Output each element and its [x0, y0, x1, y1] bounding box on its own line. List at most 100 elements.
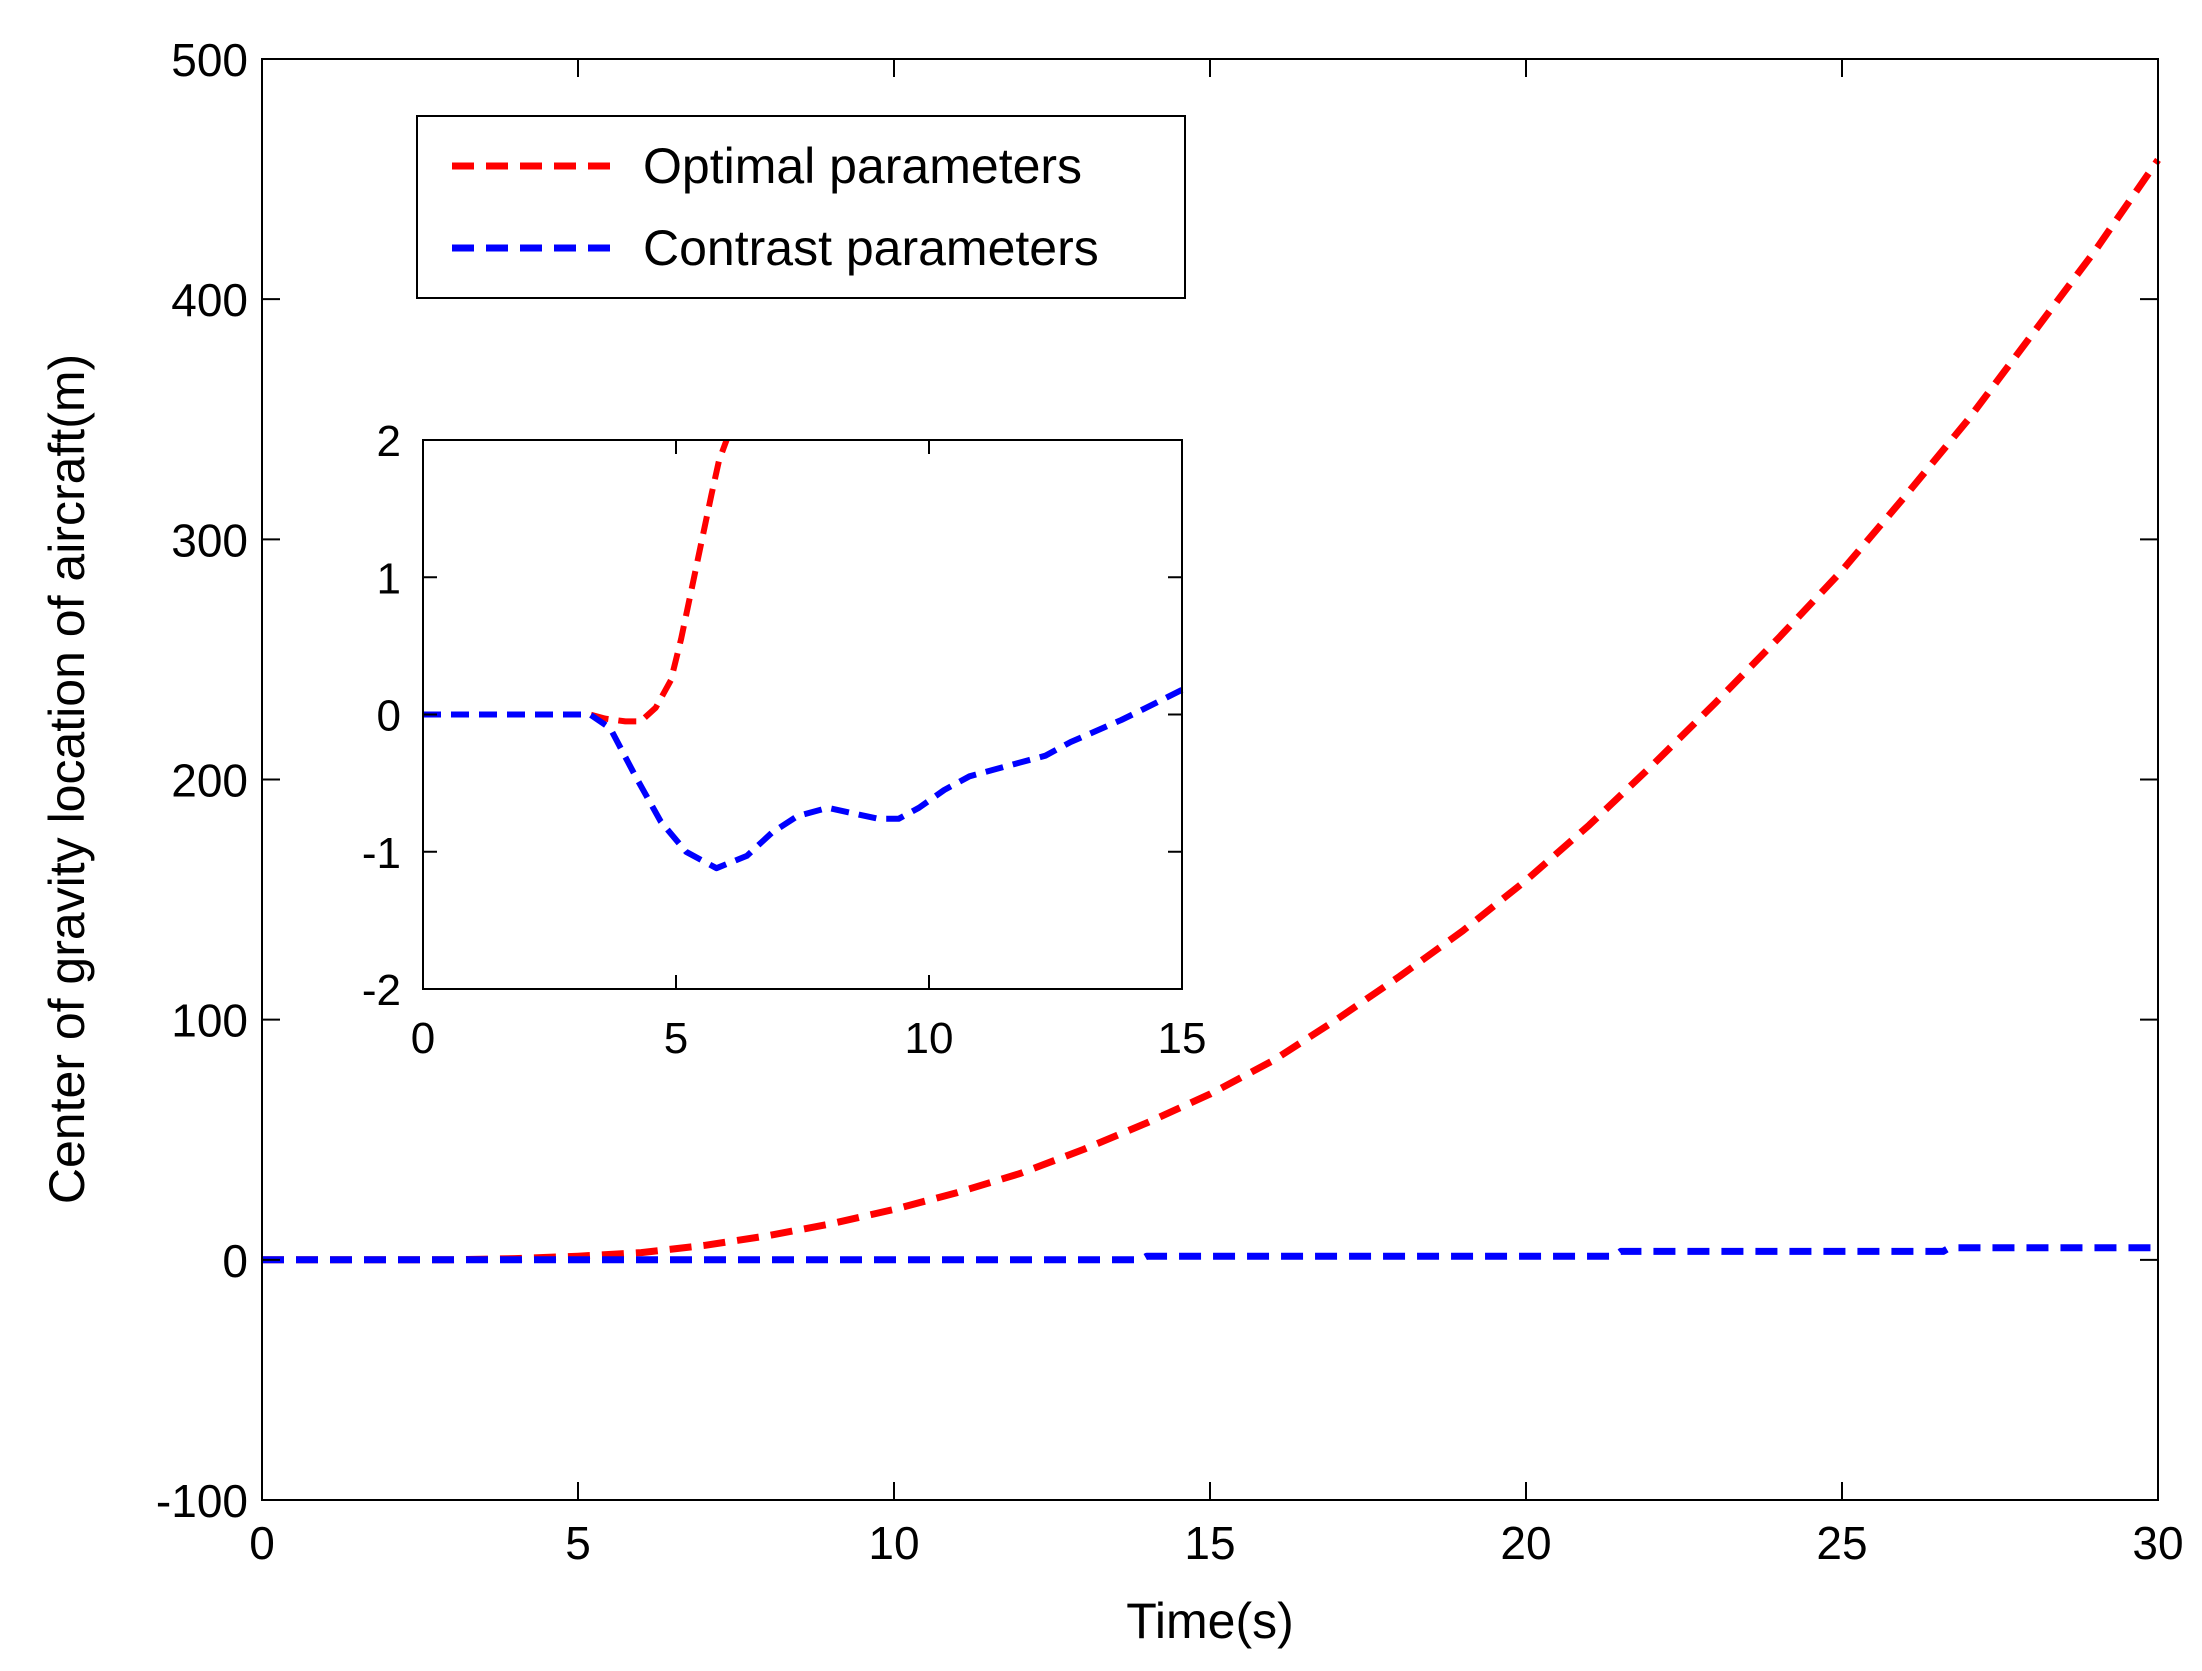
inset-point-contrast-parameters-1: [590, 714, 591, 715]
main-ytick-label: 200: [171, 755, 248, 807]
inset-point-contrast-parameters-2: [610, 728, 611, 729]
inset-point-contrast-parameters-13: [898, 818, 899, 819]
inset-point-optimal-parameters-6: [670, 680, 671, 681]
inset-point-contrast-parameters-7: [746, 855, 747, 856]
inset-series-contrast-parameters: [423, 687, 1184, 872]
main-line-optimal-parameters: [262, 157, 2161, 1264]
inset-xtick-label: 0: [411, 1014, 435, 1063]
main-xtick-label: 30: [2132, 1517, 2183, 1569]
main-point-contrast-parameters-4: [1620, 1251, 1621, 1252]
x-axis-label: Time(s): [1126, 1593, 1294, 1649]
main-point-optimal-parameters-13: [1210, 1094, 1211, 1095]
main-point-contrast-parameters-2: [1146, 1256, 1147, 1257]
main-xtick-label: 10: [868, 1517, 919, 1569]
inset-series-optimal-parameters: [423, 438, 730, 725]
main-point-optimal-parameters-23: [1842, 570, 1843, 571]
main-point-optimal-parameters-26: [2031, 335, 2032, 336]
main-point-contrast-parameters-1: [1140, 1259, 1141, 1260]
main-point-optimal-parameters-10: [1020, 1173, 1021, 1174]
main-ytick-label: 500: [171, 34, 248, 86]
main-point-optimal-parameters-5: [704, 1245, 705, 1246]
main-point-optimal-parameters-18: [1526, 880, 1527, 881]
inset-xtick-label: 5: [664, 1014, 688, 1063]
main-ytick-label: 300: [171, 514, 248, 566]
inset-xtick-label: 10: [905, 1014, 954, 1063]
inset-ytick-label: -2: [362, 966, 401, 1015]
main-point-contrast-parameters-6: [1949, 1247, 1950, 1248]
legend-label-optimal: Optimal parameters: [643, 138, 1082, 194]
main-point-contrast-parameters-5: [1943, 1251, 1944, 1252]
legend-label-contrast: Contrast parameters: [643, 220, 1099, 276]
main-ytick-label: 0: [222, 1235, 248, 1287]
main-point-optimal-parameters-22: [1778, 637, 1779, 638]
inset-point-contrast-parameters-21: [1096, 731, 1097, 732]
inset-point-contrast-parameters-9: [797, 816, 798, 817]
inset-point-contrast-parameters-3: [635, 776, 636, 777]
main-ytick-label: 400: [171, 274, 248, 326]
main-point-optimal-parameters-11: [1083, 1149, 1084, 1150]
inset-plot: 0 5 10 15 -2 -1 0 1 2: [362, 417, 1207, 1063]
main-point-optimal-parameters-8: [894, 1209, 895, 1210]
inset-point-optimal-parameters-8: [691, 591, 692, 592]
main-series-optimal-parameters: [262, 157, 2161, 1264]
main-xtick-label: 25: [1816, 1517, 1867, 1569]
main-xtick-label: 20: [1500, 1517, 1551, 1569]
main-point-optimal-parameters-20: [1652, 765, 1653, 766]
inset-ytick-label: -1: [362, 829, 401, 878]
inset-point-optimal-parameters-9: [701, 542, 702, 543]
inset-line-optimal-parameters: [423, 438, 730, 725]
inset-point-contrast-parameters-6: [716, 868, 717, 869]
inset-point-contrast-parameters-20: [1070, 742, 1071, 743]
inset-point-optimal-parameters-4: [640, 721, 641, 722]
main-point-optimal-parameters-15: [1336, 1019, 1337, 1020]
inset-point-optimal-parameters-7: [681, 639, 682, 640]
inset-point-contrast-parameters-11: [853, 813, 854, 814]
main-point-optimal-parameters-21: [1715, 702, 1716, 703]
main-point-optimal-parameters-27: [2094, 251, 2095, 252]
inset-point-contrast-parameters-10: [827, 807, 828, 808]
inset-line-contrast-parameters: [423, 687, 1184, 872]
main-point-optimal-parameters-17: [1462, 930, 1463, 931]
main-ytick-label: 100: [171, 995, 248, 1047]
inset-point-contrast-parameters-4: [660, 821, 661, 822]
inset-point-contrast-parameters-15: [944, 790, 945, 791]
inset-point-contrast-parameters-8: [772, 832, 773, 833]
inset-point-contrast-parameters-17: [994, 769, 995, 770]
inset-point-optimal-parameters-5: [655, 707, 656, 708]
inset-point-contrast-parameters-23: [1146, 707, 1147, 708]
inset-point-contrast-parameters-16: [969, 776, 970, 777]
inset-point-contrast-parameters-22: [1121, 720, 1122, 721]
legend-box: [416, 115, 1186, 299]
legend: Optimal parameters Contrast parameters: [416, 115, 1186, 299]
inset-point-contrast-parameters-12: [878, 818, 879, 819]
main-point-optimal-parameters-25: [1968, 419, 1969, 420]
inset-point-optimal-parameters-11: [719, 460, 720, 461]
inset-point-optimal-parameters-10: [711, 494, 712, 495]
main-point-optimal-parameters-12: [1146, 1122, 1147, 1123]
inset-point-optimal-parameters-3: [625, 721, 626, 722]
main-ytick-label: -100: [156, 1475, 248, 1527]
inset-ytick-label: 0: [377, 692, 401, 741]
inset-xtick-label: 15: [1158, 1014, 1207, 1063]
main-xtick-label: 0: [249, 1517, 275, 1569]
main-point-contrast-parameters-3: [1614, 1256, 1615, 1257]
main-xtick-label: 5: [565, 1517, 591, 1569]
main-point-optimal-parameters-4: [641, 1252, 642, 1253]
inset-point-contrast-parameters-14: [918, 807, 919, 808]
main-point-optimal-parameters-6: [767, 1235, 768, 1236]
main-point-optimal-parameters-9: [957, 1192, 958, 1193]
inset-point-optimal-parameters-2: [605, 718, 606, 719]
inset-point-contrast-parameters-19: [1045, 755, 1046, 756]
inset-point-contrast-parameters-5: [686, 851, 687, 852]
main-point-optimal-parameters-7: [830, 1223, 831, 1224]
inset-point-contrast-parameters-18: [1020, 762, 1021, 763]
main-point-optimal-parameters-19: [1589, 825, 1590, 826]
inset-ytick-label: 2: [377, 417, 401, 466]
main-xtick-label: 15: [1184, 1517, 1235, 1569]
y-axis-label: Center of gravity location of aircraft(m…: [39, 354, 95, 1204]
main-point-optimal-parameters-14: [1273, 1060, 1274, 1061]
inset-ytick-label: 1: [377, 554, 401, 603]
main-point-optimal-parameters-24: [1905, 496, 1906, 497]
